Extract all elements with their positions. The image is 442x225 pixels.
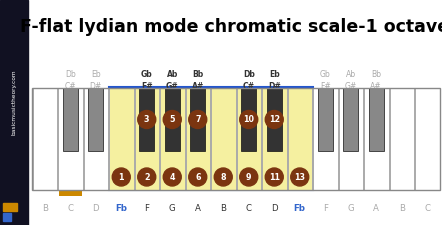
- Text: A#: A#: [192, 82, 204, 91]
- Bar: [343, 88, 358, 151]
- Circle shape: [138, 110, 156, 128]
- Bar: [165, 88, 179, 151]
- Text: 6: 6: [195, 173, 201, 182]
- Bar: [369, 88, 384, 151]
- Text: 5: 5: [169, 115, 175, 124]
- Bar: [63, 88, 78, 151]
- Bar: [267, 88, 282, 151]
- Bar: [389, 88, 414, 190]
- Text: A#: A#: [370, 82, 382, 91]
- Text: Bb: Bb: [371, 70, 381, 79]
- Text: Db: Db: [243, 70, 255, 79]
- Bar: [58, 191, 82, 196]
- Text: Db: Db: [65, 70, 76, 79]
- Text: D: D: [271, 204, 278, 213]
- Text: 12: 12: [269, 115, 280, 124]
- Bar: [108, 87, 312, 190]
- Circle shape: [291, 168, 309, 186]
- Bar: [0, 0, 28, 225]
- Bar: [134, 88, 159, 190]
- Circle shape: [265, 110, 283, 128]
- Bar: [262, 88, 286, 190]
- Text: B: B: [399, 204, 405, 213]
- Bar: [84, 88, 108, 190]
- Bar: [415, 88, 439, 190]
- Text: B: B: [42, 204, 48, 213]
- Bar: [364, 88, 389, 190]
- Text: 7: 7: [195, 115, 201, 124]
- Bar: [186, 88, 210, 190]
- Circle shape: [214, 168, 232, 186]
- Text: D#: D#: [268, 82, 281, 91]
- Text: G: G: [347, 204, 354, 213]
- Text: C: C: [246, 204, 252, 213]
- Text: Fb: Fb: [294, 204, 306, 213]
- Bar: [3, 213, 11, 221]
- Text: C: C: [67, 204, 73, 213]
- Circle shape: [265, 168, 283, 186]
- Circle shape: [163, 110, 181, 128]
- Text: 10: 10: [243, 115, 254, 124]
- Text: Gb: Gb: [320, 70, 331, 79]
- Text: D#: D#: [90, 82, 102, 91]
- Text: F: F: [323, 204, 328, 213]
- Text: 11: 11: [269, 173, 280, 182]
- Circle shape: [189, 168, 207, 186]
- Circle shape: [112, 168, 130, 186]
- Text: A: A: [373, 204, 379, 213]
- Bar: [32, 88, 440, 190]
- Text: C#: C#: [65, 82, 76, 91]
- Text: Eb: Eb: [269, 70, 280, 79]
- Text: C#: C#: [243, 82, 255, 91]
- Text: Eb: Eb: [91, 70, 101, 79]
- Text: F-flat lydian mode chromatic scale-1 octave: F-flat lydian mode chromatic scale-1 oct…: [20, 18, 442, 36]
- Text: F#: F#: [141, 82, 152, 91]
- Text: B: B: [220, 204, 226, 213]
- Bar: [191, 88, 205, 151]
- Bar: [241, 88, 256, 151]
- Bar: [139, 88, 154, 151]
- Text: 1: 1: [118, 173, 124, 182]
- Circle shape: [189, 110, 207, 128]
- Bar: [160, 88, 184, 190]
- Text: 9: 9: [246, 173, 251, 182]
- Circle shape: [240, 168, 258, 186]
- Text: G#: G#: [166, 82, 179, 91]
- Bar: [3, 203, 17, 211]
- Bar: [318, 88, 333, 151]
- Text: 3: 3: [144, 115, 149, 124]
- Text: Gb: Gb: [141, 70, 152, 79]
- Bar: [109, 88, 133, 190]
- Text: G: G: [169, 204, 175, 213]
- Text: Ab: Ab: [167, 70, 178, 79]
- Bar: [211, 88, 236, 190]
- Bar: [236, 88, 261, 190]
- Text: F#: F#: [320, 82, 331, 91]
- Bar: [287, 88, 312, 190]
- Text: basicmusictheory.com: basicmusictheory.com: [11, 70, 16, 135]
- Text: F: F: [144, 204, 149, 213]
- Bar: [88, 88, 103, 151]
- Text: Bb: Bb: [192, 70, 203, 79]
- Circle shape: [138, 168, 156, 186]
- Circle shape: [163, 168, 181, 186]
- Text: Ab: Ab: [346, 70, 356, 79]
- Text: Fb: Fb: [115, 204, 127, 213]
- Bar: [339, 88, 363, 190]
- Circle shape: [240, 110, 258, 128]
- Text: A: A: [195, 204, 201, 213]
- Text: 4: 4: [169, 173, 175, 182]
- Bar: [313, 88, 338, 190]
- Text: 2: 2: [144, 173, 149, 182]
- Bar: [58, 88, 83, 190]
- Text: 8: 8: [221, 173, 226, 182]
- Text: D: D: [92, 204, 99, 213]
- Bar: [33, 88, 57, 190]
- Text: G#: G#: [345, 82, 357, 91]
- Text: C: C: [424, 204, 430, 213]
- Text: 13: 13: [294, 173, 305, 182]
